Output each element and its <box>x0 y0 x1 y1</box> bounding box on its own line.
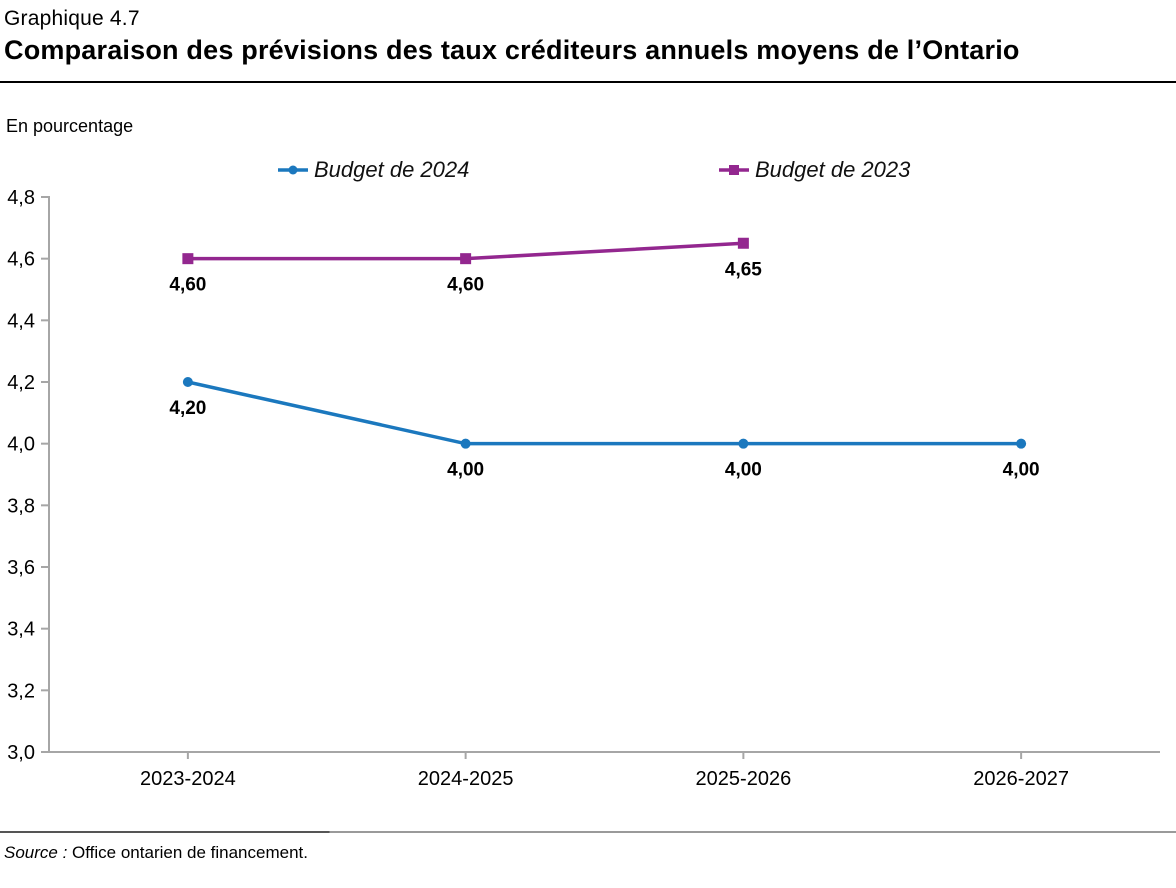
data-point <box>460 438 471 449</box>
data-point-label: 4,00 <box>1003 460 1040 481</box>
data-point-label: 4,00 <box>447 460 484 481</box>
y-tick-label: 4,0 <box>7 434 35 456</box>
header-divider <box>0 81 1176 83</box>
y-tick-label: 3,6 <box>7 557 35 579</box>
x-tick-label: 2024-2025 <box>418 768 514 790</box>
data-point-label: 4,00 <box>725 460 762 481</box>
y-axis-unit-label: En pourcentage <box>6 116 134 136</box>
data-point-label: 4,60 <box>169 275 206 296</box>
source-text: Office ontarien de financement. <box>67 843 308 862</box>
x-tick-label: 2023-2024 <box>140 768 236 790</box>
data-point <box>737 237 749 249</box>
data-point <box>182 377 193 387</box>
y-tick-label: 4,6 <box>7 249 35 271</box>
chart-legend: Budget de 2024 Budget de 2023 <box>0 156 1176 186</box>
source-prefix: Source : <box>4 843 68 862</box>
y-tick-label: 3,0 <box>7 742 35 764</box>
data-point <box>460 253 472 265</box>
y-tick-label: 3,2 <box>7 680 35 702</box>
x-tick-label: 2025-2026 <box>696 768 792 790</box>
line-chart: 3,0 3,2 3,4 3,6 3,8 4,0 4,2 4,4 4,6 4,8 2023-2024 2… <box>7 187 1160 790</box>
legend-marker-glyph <box>278 165 308 175</box>
data-point-label: 4,65 <box>725 259 762 280</box>
source-note: Source : Office ontarien de financement. <box>4 843 308 863</box>
y-tick-label: 3,8 <box>7 495 35 517</box>
series-line-budget-de-2024 <box>187 380 1022 446</box>
line-square-marker-icon <box>718 163 750 177</box>
chart-number: Graphique 4.7 <box>4 7 140 30</box>
legend-label: Budget de 2023 <box>755 157 911 182</box>
y-tick-label: 4,2 <box>7 372 35 394</box>
source-divider <box>0 831 1176 833</box>
y-tick-label: 4,8 <box>7 187 35 209</box>
y-tick-label: 4,4 <box>7 310 35 332</box>
legend-label: Budget de 2024 <box>314 157 470 182</box>
data-point-label: 4,60 <box>447 275 484 296</box>
page-title: Comparaison des prévisions des taux créd… <box>4 35 1020 65</box>
y-tick-label: 3,4 <box>7 619 35 641</box>
line-circle-marker-icon <box>277 163 309 177</box>
legend-marker-glyph <box>719 165 749 175</box>
legend-item-budget-2024: Budget de 2024 <box>277 156 469 184</box>
data-point <box>182 253 194 265</box>
x-tick-label: 2026-2027 <box>973 768 1069 790</box>
data-point <box>1016 438 1027 449</box>
chart-header: Graphique 4.7 Comparaison des prévisions… <box>4 6 1172 66</box>
data-point-label: 4,20 <box>169 398 206 419</box>
legend-item-budget-2023: Budget de 2023 <box>718 156 910 184</box>
data-point <box>738 438 749 449</box>
